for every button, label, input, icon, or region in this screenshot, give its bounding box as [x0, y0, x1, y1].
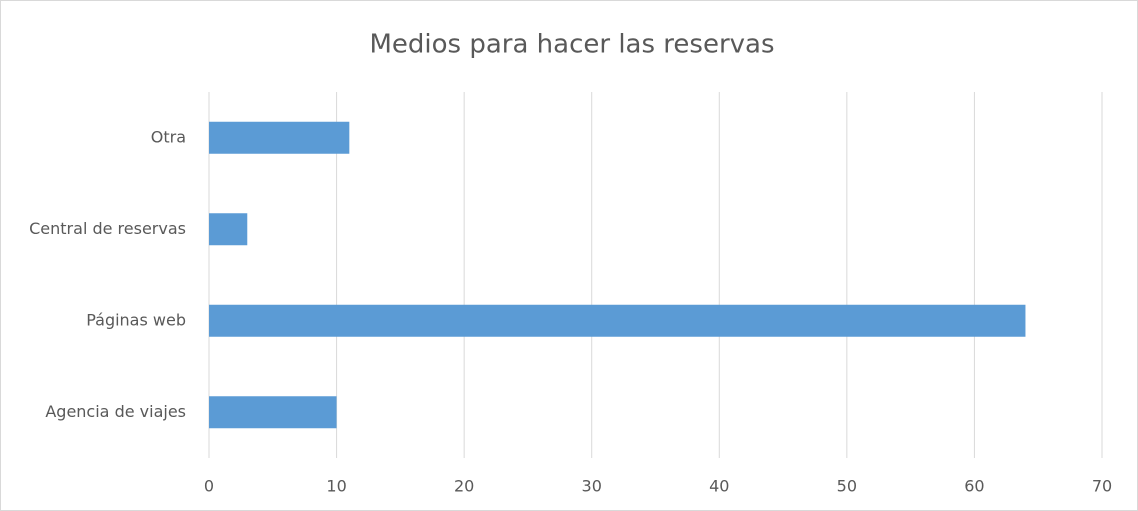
bar [209, 121, 350, 154]
y-tick-label: Agencia de viajes [45, 402, 186, 421]
y-tick-label: Páginas web [86, 310, 186, 329]
x-tick-label: 30 [582, 477, 602, 496]
x-tick-label: 0 [204, 477, 214, 496]
bar [209, 213, 248, 246]
x-tick-label: 40 [709, 477, 729, 496]
y-tick-label: Otra [151, 127, 186, 146]
y-tick-label: Central de reservas [29, 219, 186, 238]
x-tick-label: 60 [964, 477, 984, 496]
bar [209, 304, 1026, 337]
bar [209, 396, 337, 429]
x-tick-label: 70 [1092, 477, 1112, 496]
x-tick-label: 10 [326, 477, 346, 496]
chart-title: Medios para hacer las reservas [369, 30, 774, 60]
x-tick-label: 20 [454, 477, 474, 496]
x-tick-label: 50 [837, 477, 857, 496]
